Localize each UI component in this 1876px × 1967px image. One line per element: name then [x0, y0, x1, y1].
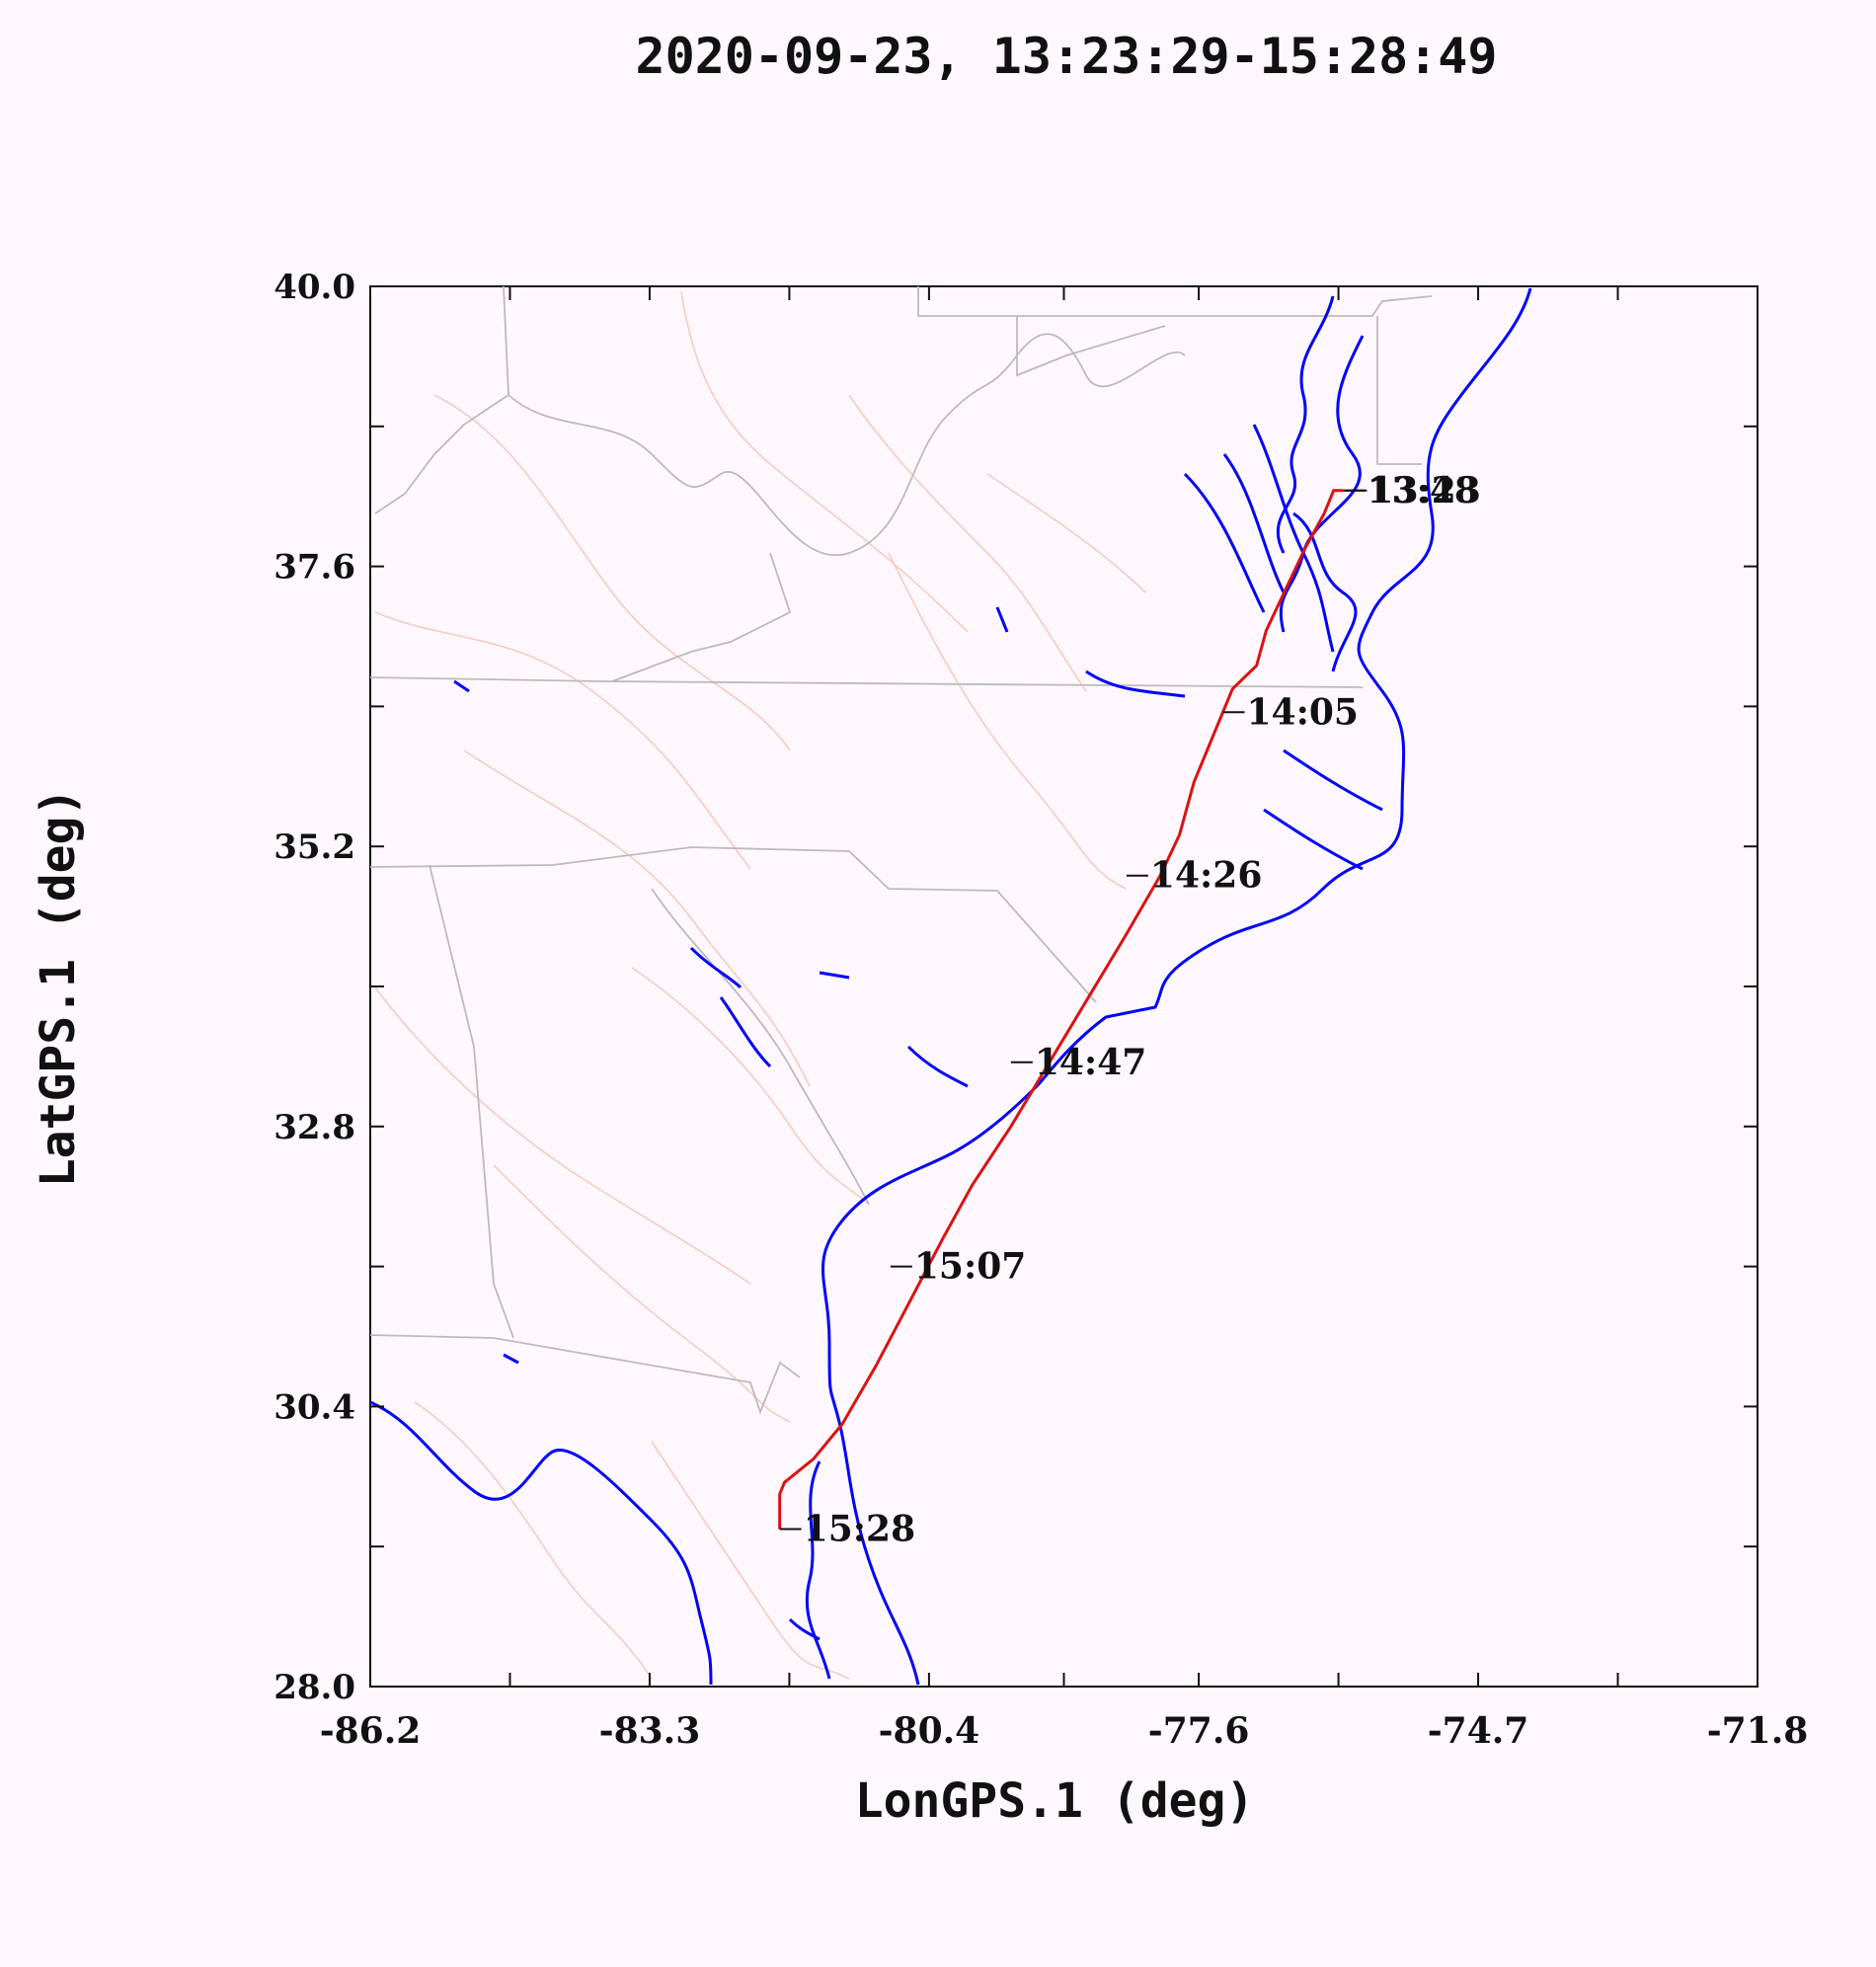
x-tick-label: -71.8: [1707, 1710, 1809, 1752]
time-label: 13:23: [1368, 470, 1480, 511]
y-tick-label: 40.0: [274, 268, 355, 307]
x-tick-label: -77.6: [1148, 1710, 1250, 1752]
y-tick-label: 37.6: [274, 548, 355, 588]
state-borders: [369, 285, 1433, 1415]
axis-ticks: [369, 285, 1759, 1688]
time-label: 15:07: [914, 1246, 1026, 1288]
x-tick-label: -86.2: [320, 1710, 422, 1752]
time-label: 14:05: [1246, 691, 1358, 733]
time-label: 13:48: [1367, 470, 1478, 511]
x-tick-labels: -86.2 -83.3 -80.4 -77.6 -74.7 -71.8: [320, 1710, 1809, 1752]
chart-title: 2020-09-23, 13:23:29-15:28:49: [636, 28, 1498, 85]
y-tick-label: 30.4: [274, 1387, 355, 1427]
y-tick-label: 35.2: [274, 827, 355, 867]
y-tick-label: 32.8: [274, 1108, 355, 1147]
time-label: 14:47: [1035, 1042, 1146, 1083]
x-axis-label: LonGPS.1 (deg): [855, 1773, 1255, 1829]
x-tick-label: -83.3: [599, 1710, 701, 1752]
y-tick-labels: 28.0 30.4 32.8 35.2 37.6 40.0: [274, 268, 355, 1707]
x-tick-label: -74.7: [1428, 1710, 1529, 1752]
plot-frame: [369, 285, 1759, 1688]
x-tick-label: -80.4: [879, 1710, 980, 1752]
flight-track-line: [778, 489, 1344, 1530]
y-axis-label: LatGPS.1 (deg): [31, 788, 86, 1188]
y-tick-label: 28.0: [274, 1668, 355, 1707]
time-label: 15:28: [804, 1508, 915, 1549]
time-label: 14:26: [1150, 855, 1262, 897]
river-lines: [374, 290, 1146, 1680]
